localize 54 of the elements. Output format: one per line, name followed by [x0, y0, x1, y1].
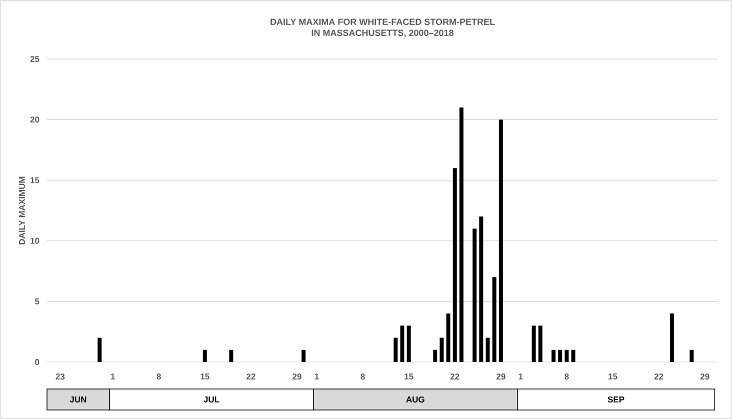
bar — [98, 338, 102, 362]
bar — [400, 326, 404, 362]
bar — [472, 228, 477, 362]
y-tick-label: 5 — [35, 298, 40, 304]
text: JUL — [204, 396, 220, 402]
bar — [486, 338, 490, 362]
bar — [459, 107, 464, 362]
x-tick-label: 29 — [292, 374, 302, 380]
bar — [558, 350, 562, 362]
x-tick-label: 22 — [654, 374, 664, 380]
x-tick-label: 15 — [200, 374, 210, 380]
bar — [202, 350, 207, 362]
x-tick-label: 8 — [156, 374, 161, 380]
text: JUN — [70, 396, 86, 402]
bar — [690, 350, 694, 362]
bar — [532, 326, 536, 362]
y-tick-label: 15 — [30, 177, 40, 184]
y-tick-label: 20 — [30, 116, 40, 123]
y-axis-title: DAILY MAXIMUM — [19, 176, 25, 244]
x-tick-label: 22 — [450, 374, 460, 380]
bar — [538, 326, 542, 362]
x-tick-label: 1 — [314, 374, 319, 380]
bar — [552, 350, 556, 362]
bar — [406, 326, 411, 362]
bar — [492, 277, 496, 362]
bar — [498, 120, 503, 362]
bar — [394, 338, 398, 362]
text: SEP — [608, 396, 624, 402]
y-tick-label: 25 — [30, 56, 40, 62]
x-tick-label: 1 — [110, 374, 115, 380]
bar — [229, 350, 234, 362]
x-tick-label: 15 — [608, 374, 618, 380]
chart-subtitle: IN MASSACHUSETTS, 2000–2018 — [312, 30, 454, 38]
x-tick-label: 8 — [564, 374, 569, 380]
bar — [571, 350, 576, 362]
x-tick-label: 29 — [700, 374, 710, 380]
bar — [440, 338, 444, 362]
bar — [452, 168, 457, 362]
chart-title: DAILY MAXIMA FOR WHITE-FACED STORM-PETREL — [270, 18, 495, 26]
y-tick-label: 10 — [30, 238, 40, 244]
bar — [302, 350, 306, 362]
bar — [433, 350, 438, 362]
x-tick-label: 1 — [518, 374, 523, 380]
x-tick-label: 8 — [360, 374, 365, 380]
y-tick-label: 0 — [35, 358, 40, 365]
x-tick-label: 15 — [404, 374, 414, 380]
x-tick-label: 29 — [496, 374, 506, 380]
x-tick-label: 23 — [56, 374, 65, 380]
x-tick-label: 22 — [246, 374, 256, 380]
text: AUG — [406, 396, 424, 402]
bar — [479, 216, 484, 362]
bar — [564, 350, 569, 362]
bar — [446, 314, 450, 362]
bar — [670, 314, 674, 362]
